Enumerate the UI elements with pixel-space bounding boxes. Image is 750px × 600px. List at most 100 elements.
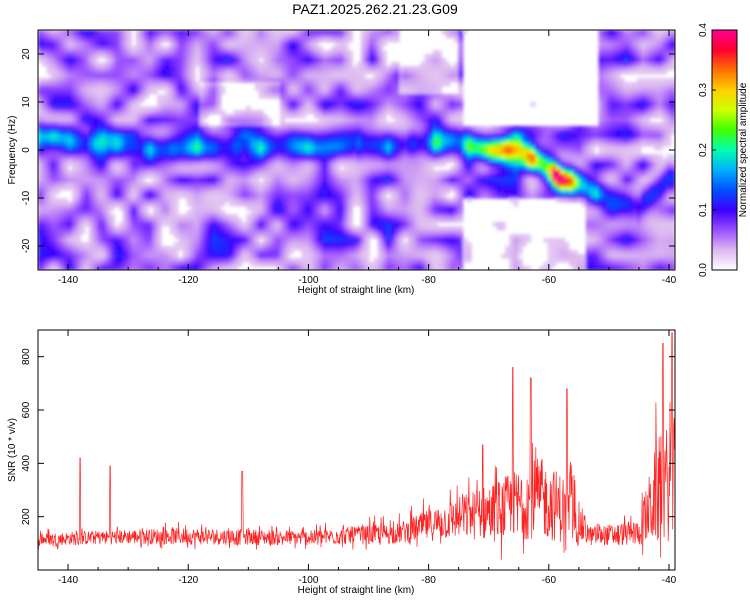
heatmap-cell — [178, 170, 183, 175]
heatmap-cell — [275, 70, 281, 75]
heatmap-cell — [441, 118, 447, 123]
heatmap-cell — [165, 174, 171, 179]
heatmap-cell — [216, 110, 222, 115]
heatmap-cell — [632, 42, 638, 47]
heatmap-cell — [71, 150, 77, 155]
heatmap-cell — [356, 174, 362, 179]
heatmap-cell — [84, 138, 90, 143]
heatmap-cell — [356, 126, 362, 131]
heatmap-cell — [110, 86, 116, 91]
heatmap-cell — [632, 170, 638, 175]
heatmap-cell — [76, 86, 82, 91]
heatmap-cell — [203, 142, 209, 147]
heatmap-cell — [263, 170, 268, 175]
heatmap-cell — [127, 190, 133, 195]
heatmap-cell — [118, 38, 124, 43]
heatmap-cell — [284, 62, 290, 67]
heatmap-cell — [93, 38, 99, 43]
heatmap-cell — [653, 98, 659, 103]
heatmap-cell — [122, 74, 128, 79]
heatmap-cell — [165, 34, 171, 39]
heatmap-cell — [373, 122, 379, 127]
heatmap-cell — [71, 138, 77, 143]
heatmap-cell — [131, 54, 137, 59]
heatmap-cell — [364, 46, 370, 51]
heatmap-cell — [139, 154, 145, 159]
heatmap-cell — [335, 78, 341, 83]
heatmap-cell — [348, 138, 353, 143]
heatmap-cell — [114, 70, 120, 75]
heatmap-cell — [59, 42, 65, 47]
heatmap-cell — [649, 82, 655, 87]
heatmap-cell — [670, 110, 675, 115]
heatmap-cell — [373, 174, 379, 179]
heatmap-cell — [38, 158, 43, 163]
heatmap-cell — [309, 82, 315, 87]
heatmap-cell — [335, 74, 341, 79]
heatmap-cell — [530, 150, 536, 155]
heatmap-cell — [220, 186, 226, 191]
heatmap-cell — [224, 170, 230, 175]
heatmap-cell — [458, 154, 464, 159]
heatmap-cell — [615, 66, 621, 71]
heatmap-cell — [246, 74, 251, 79]
heatmap-cell — [407, 114, 413, 119]
heatmap-cell — [246, 110, 251, 115]
heatmap-cell — [449, 170, 455, 175]
heatmap-cell — [437, 186, 443, 191]
heatmap-cell — [318, 174, 324, 179]
heatmap-cell — [645, 50, 651, 55]
heatmap-cell — [386, 166, 392, 171]
heatmap-cell — [212, 182, 217, 187]
heatmap-cell — [471, 174, 477, 179]
heatmap-cell — [658, 62, 663, 67]
heatmap-cell — [339, 170, 345, 175]
heatmap-cell — [284, 174, 290, 179]
heatmap-cell — [322, 30, 328, 35]
heatmap-cell — [267, 126, 273, 131]
heatmap-cell — [203, 134, 209, 139]
heatmap-cell — [458, 182, 464, 187]
heatmap-cell — [173, 50, 179, 55]
heatmap-cell — [360, 150, 366, 155]
heatmap-cell — [577, 170, 583, 175]
heatmap-cell — [165, 98, 171, 103]
heatmap-cell — [632, 86, 638, 91]
heatmap-cell — [101, 106, 107, 111]
heatmap-cell — [190, 78, 196, 83]
heatmap-cell — [335, 110, 341, 115]
heatmap-cell — [628, 46, 634, 51]
heatmap-cell — [373, 94, 379, 99]
heatmap-cell — [241, 70, 247, 75]
heatmap-cell — [551, 154, 557, 159]
heatmap-cell — [394, 150, 400, 155]
heatmap-cell — [76, 134, 82, 139]
heatmap-cell — [543, 162, 549, 167]
heatmap-cell — [326, 106, 332, 111]
heatmap-cell — [271, 78, 277, 83]
heatmap-cell — [165, 114, 171, 119]
heatmap-cell — [658, 82, 663, 87]
heatmap-cell — [653, 122, 659, 127]
heatmap-cell — [246, 42, 251, 47]
heatmap-cell — [343, 62, 349, 67]
heatmap-cell — [390, 126, 396, 131]
heatmap-cell — [254, 82, 260, 87]
heatmap-cell — [139, 130, 145, 135]
heatmap-cell — [114, 142, 120, 147]
heatmap-cell — [373, 74, 379, 79]
heatmap-cell — [148, 90, 154, 95]
heatmap-cell — [97, 106, 103, 111]
heatmap-cell — [466, 150, 472, 155]
heatmap-cell — [543, 126, 549, 131]
heatmap-cell — [59, 166, 65, 171]
heatmap-cell — [386, 162, 392, 167]
heatmap-cell — [454, 30, 460, 35]
heatmap-cell — [199, 46, 205, 51]
heatmap-cell — [326, 162, 332, 167]
heatmap-cell — [551, 162, 557, 167]
heatmap-cell — [88, 42, 94, 47]
heatmap-cell — [424, 114, 430, 119]
heatmap-cell — [131, 186, 137, 191]
heatmap-cell — [237, 110, 243, 115]
